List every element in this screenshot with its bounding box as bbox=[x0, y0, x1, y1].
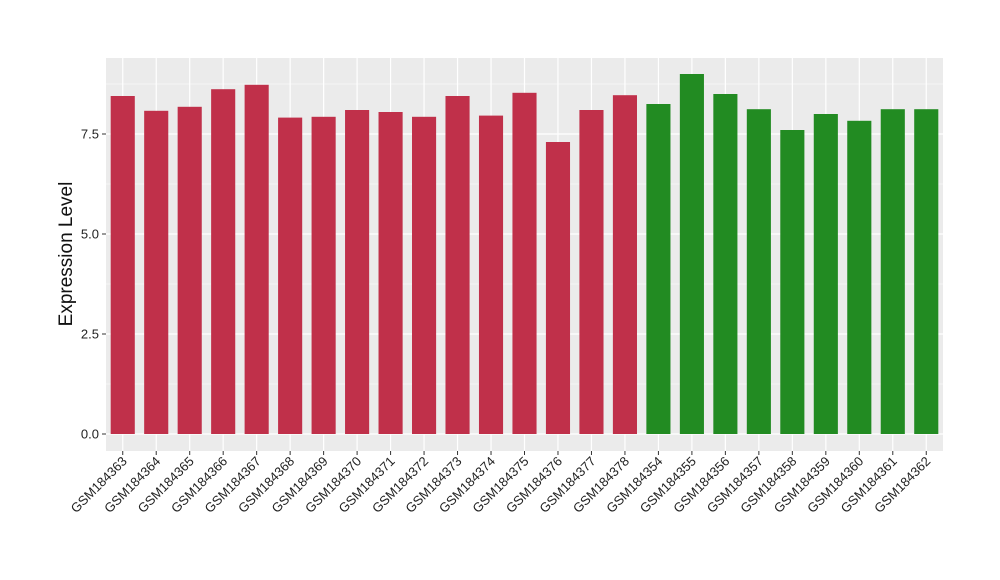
bar-GSM184360 bbox=[847, 120, 872, 435]
bar-GSM184375 bbox=[512, 92, 537, 435]
y-tick-label: 7.5 bbox=[81, 127, 99, 142]
bar-GSM184373 bbox=[445, 96, 470, 434]
bars bbox=[110, 74, 939, 435]
bar-GSM184355 bbox=[679, 74, 704, 434]
bar-GSM184377 bbox=[579, 110, 604, 434]
bar-GSM184363 bbox=[110, 96, 135, 434]
bar-GSM184358 bbox=[780, 130, 805, 434]
y-axis: 0.0 2.5 5.0 7.5 bbox=[81, 127, 106, 442]
bar-GSM184364 bbox=[144, 110, 169, 435]
bar-GSM184370 bbox=[345, 110, 370, 434]
y-tick-label: 5.0 bbox=[81, 227, 99, 242]
bar-GSM184354 bbox=[646, 104, 671, 434]
y-tick-label: 2.5 bbox=[81, 327, 99, 342]
bar-GSM184359 bbox=[813, 114, 838, 434]
x-axis: GSM184363GSM184364GSM184365GSM184366GSM1… bbox=[68, 451, 933, 516]
bar-GSM184365 bbox=[177, 106, 202, 435]
bar-GSM184367 bbox=[244, 84, 269, 435]
bar-GSM184374 bbox=[478, 115, 504, 434]
bar-GSM184357 bbox=[746, 109, 771, 434]
bar-GSM184368 bbox=[278, 117, 303, 434]
y-axis-title: Expression Level bbox=[56, 182, 77, 327]
bar-GSM184376 bbox=[545, 142, 571, 434]
y-tick-label: 0.0 bbox=[81, 427, 99, 442]
bar-GSM184371 bbox=[378, 112, 403, 434]
bar-GSM184372 bbox=[412, 116, 437, 435]
bar-GSM184356 bbox=[713, 94, 738, 434]
bar-GSM184361 bbox=[880, 109, 905, 434]
bar-GSM184366 bbox=[211, 89, 236, 434]
bar-GSM184378 bbox=[612, 95, 637, 434]
bar-GSM184369 bbox=[311, 116, 336, 435]
bar-GSM184362 bbox=[914, 109, 939, 434]
